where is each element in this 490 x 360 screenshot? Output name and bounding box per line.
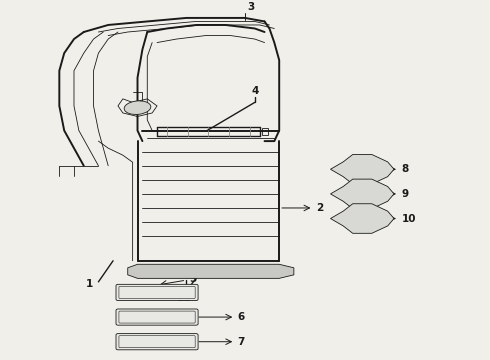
FancyBboxPatch shape (262, 129, 268, 135)
Text: MAGNUM: MAGNUM (354, 171, 370, 175)
FancyBboxPatch shape (116, 334, 198, 350)
FancyBboxPatch shape (119, 287, 195, 298)
FancyBboxPatch shape (119, 311, 195, 323)
Text: V8: V8 (354, 188, 366, 197)
Text: V8: V8 (354, 163, 366, 172)
Text: 7: 7 (238, 337, 245, 347)
FancyBboxPatch shape (116, 309, 198, 325)
Text: MAGNUM: MAGNUM (354, 196, 370, 200)
Text: V8: V8 (354, 212, 366, 221)
Text: RAM 3500: RAM 3500 (136, 337, 178, 346)
Text: 3: 3 (247, 1, 255, 12)
Text: MAGNUM: MAGNUM (354, 221, 370, 225)
Text: 9: 9 (401, 189, 409, 199)
Text: 10: 10 (401, 213, 416, 224)
Text: 4: 4 (251, 86, 258, 96)
Text: 8: 8 (401, 164, 409, 174)
Polygon shape (128, 264, 294, 278)
Text: 1: 1 (86, 279, 94, 289)
Ellipse shape (124, 101, 151, 114)
FancyBboxPatch shape (116, 284, 198, 301)
Text: RAM 1500: RAM 1500 (136, 288, 178, 297)
Text: RAM 2500: RAM 2500 (136, 312, 178, 321)
Text: 6: 6 (238, 312, 245, 322)
Text: 5: 5 (189, 274, 196, 284)
Polygon shape (331, 204, 394, 233)
Polygon shape (331, 179, 394, 209)
Text: 2: 2 (316, 203, 323, 213)
Polygon shape (331, 154, 394, 184)
Text: 11: 11 (177, 293, 191, 303)
FancyBboxPatch shape (119, 336, 195, 348)
